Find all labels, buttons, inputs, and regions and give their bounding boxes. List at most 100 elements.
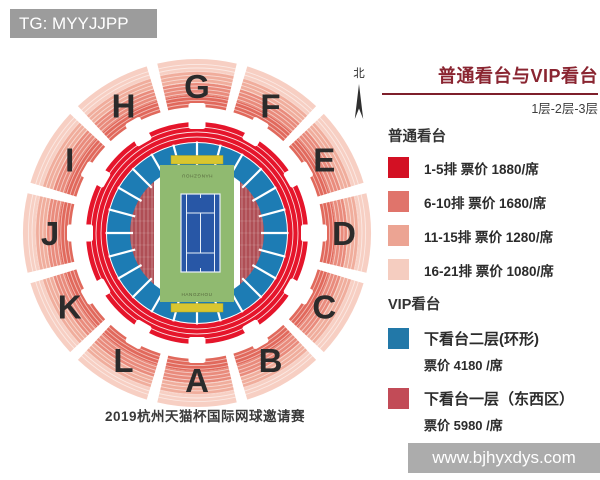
section-letter-C: C xyxy=(312,288,336,325)
court-city-label-bottom: HANGZHOU xyxy=(181,292,212,297)
stand-section-L xyxy=(86,342,154,389)
legend-item-vip-ring: 下看台二层(环形) 票价 4180 /席 xyxy=(388,328,598,374)
color-swatch-rows-11-15 xyxy=(388,225,409,246)
north-arrow-icon xyxy=(354,84,364,119)
event-title: 2019杭州天猫杯国际网球邀请赛 xyxy=(104,409,306,424)
seat-divider xyxy=(131,167,153,189)
legend-panel: 普通看台与VIP看台 1层-2层-3层 普通看台 1-5排 票价 1880/席 … xyxy=(382,62,598,444)
seat-divider xyxy=(131,277,153,299)
entrance-gate xyxy=(283,161,313,188)
stand-section-J xyxy=(22,193,40,273)
entrance-gate xyxy=(81,161,111,188)
stand-section-K xyxy=(41,276,88,344)
tg-watermark-text: TG: MYYJJPP xyxy=(19,13,129,33)
entrance-gate xyxy=(188,103,206,129)
legend-item-label: 1-5排 票价 1880/席 xyxy=(424,161,539,177)
row-line xyxy=(35,71,359,395)
entrance-gate xyxy=(81,278,111,305)
color-swatch-rows-1-5 xyxy=(388,157,409,178)
stand-section-C xyxy=(297,272,341,336)
row-line xyxy=(100,136,294,330)
seat-divider xyxy=(258,248,286,258)
stand-section-J xyxy=(58,201,75,265)
row-line xyxy=(49,85,345,381)
legend-item-rows-11-15: 11-15排 票价 1280/席 xyxy=(388,225,598,246)
entrance-gate xyxy=(125,117,152,147)
stand-section-G xyxy=(157,58,237,76)
entrance-gate xyxy=(301,224,327,242)
seat-divider xyxy=(251,264,277,280)
row-line xyxy=(56,92,338,374)
row-line xyxy=(45,81,349,385)
section-letter-D: D xyxy=(332,215,356,252)
section-letter-F: F xyxy=(260,88,280,125)
vip-item-price: 票价 5980 /席 xyxy=(424,418,503,433)
stand-section-L xyxy=(94,333,158,377)
stand-section-F xyxy=(236,89,300,133)
stand-section-G xyxy=(165,94,229,111)
section-letter-G: G xyxy=(184,68,210,105)
entrance-gate xyxy=(242,319,269,349)
row-line xyxy=(95,131,299,335)
stand-section-F xyxy=(240,77,308,124)
stand-section-E xyxy=(306,122,353,190)
entrance-gate xyxy=(125,319,152,349)
row-line xyxy=(31,67,363,399)
stand-section-H xyxy=(94,89,158,133)
entrance-gate xyxy=(188,337,206,363)
section-letter-E: E xyxy=(313,141,335,178)
entrance-gate xyxy=(67,224,93,242)
stand-section-H xyxy=(86,77,154,124)
north-label: 北 xyxy=(353,67,365,80)
row-line xyxy=(42,78,352,388)
row-line xyxy=(63,99,331,367)
legend-item-label: 11-15排 票价 1280/席 xyxy=(424,229,554,245)
regular-stands-header: 普通看台 xyxy=(388,129,446,145)
row-line xyxy=(60,96,334,370)
stand-section-B xyxy=(236,333,300,377)
color-swatch-vip-ring xyxy=(388,328,409,349)
legend-item-rows-6-10: 6-10排 票价 1680/席 xyxy=(388,191,598,212)
row-line xyxy=(53,89,341,377)
stand-section-B xyxy=(240,342,308,389)
row-line xyxy=(27,63,367,403)
section-letter-J: J xyxy=(41,215,59,252)
section-letter-L: L xyxy=(113,342,133,379)
seat-divider xyxy=(241,167,263,189)
seat-divider xyxy=(241,277,263,299)
section-letter-I: I xyxy=(65,141,74,178)
tg-watermark-banner: TG: MYYJJPP xyxy=(10,9,157,38)
bench-south xyxy=(170,303,224,313)
legend-item-vip-eastwest: 下看台一层（东西区） 票价 5980 /席 xyxy=(388,388,598,434)
vip-stands-header: VIP看台 xyxy=(388,297,441,313)
seat-divider xyxy=(117,264,143,280)
seat-divider xyxy=(108,248,136,258)
legend-item-label: 6-10排 票价 1680/席 xyxy=(424,195,547,211)
legend-item-label: 16-21排 票价 1080/席 xyxy=(424,263,554,279)
legend-title: 普通看台与VIP看台 xyxy=(437,66,598,86)
website-watermark-banner: www.bjhyxdys.com xyxy=(408,443,600,473)
section-letter-H: H xyxy=(112,88,136,125)
row-line xyxy=(38,74,356,392)
stand-section-I xyxy=(41,122,88,190)
entrance-gate xyxy=(283,278,313,305)
section-letter-B: B xyxy=(259,342,283,379)
legend-item-rows-16-21: 16-21排 票价 1080/席 xyxy=(388,259,598,280)
court-city-label-top: HANGZHOU xyxy=(181,174,212,179)
stand-section-I xyxy=(53,130,97,194)
stand-section-K xyxy=(53,272,97,336)
color-swatch-vip-eastwest xyxy=(388,388,409,409)
vip-item-label: 下看台二层(环形) xyxy=(424,331,539,348)
entrance-gate xyxy=(242,117,269,147)
color-swatch-rows-6-10 xyxy=(388,191,409,212)
legend-item-rows-1-5: 1-5排 票价 1880/席 xyxy=(388,157,598,178)
legend-subtitle: 1层-2层-3层 xyxy=(531,102,598,116)
color-swatch-rows-16-21 xyxy=(388,259,409,280)
bench-north xyxy=(170,155,224,165)
section-letter-K: K xyxy=(58,288,82,325)
stand-section-D xyxy=(319,201,335,265)
north-compass: 北 xyxy=(353,67,365,119)
website-watermark-text: www.bjhyxdys.com xyxy=(432,448,576,467)
